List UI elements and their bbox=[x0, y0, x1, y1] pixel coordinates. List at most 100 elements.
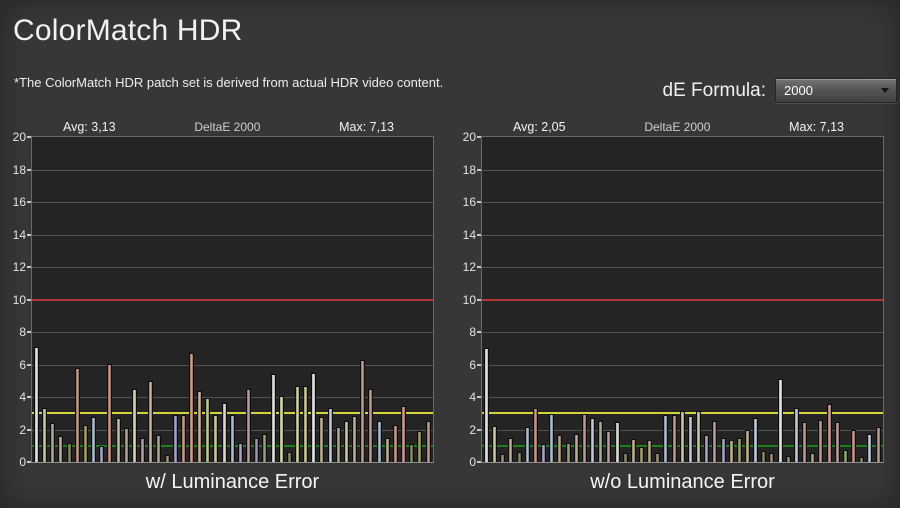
de-formula-label: dE Formula: bbox=[662, 79, 766, 101]
bar bbox=[712, 420, 718, 462]
bar bbox=[311, 372, 317, 462]
gridline bbox=[482, 202, 883, 203]
gridline bbox=[32, 397, 433, 398]
bar bbox=[246, 388, 252, 462]
bar bbox=[237, 442, 243, 462]
chevron-down-icon bbox=[881, 88, 889, 93]
bar bbox=[532, 408, 538, 462]
bar bbox=[99, 445, 105, 462]
y-axis-labels: 0 2 4 6 8 10 12 14 16 18 20 bbox=[453, 130, 481, 469]
y-tick-label: 20 bbox=[463, 130, 481, 144]
bar bbox=[197, 390, 203, 462]
yellow-target-line bbox=[32, 412, 433, 415]
avg-value: Avg: 2,05 bbox=[513, 120, 566, 134]
bar bbox=[565, 442, 571, 462]
y-tick-label: 4 bbox=[19, 390, 31, 404]
bar bbox=[335, 427, 341, 462]
bar bbox=[500, 453, 506, 462]
bar bbox=[303, 386, 309, 462]
avg-value: Avg: 3,13 bbox=[63, 120, 116, 134]
bar bbox=[205, 397, 211, 462]
chart-header: Avg: 2,05 DeltaE 2000 Max: 7,13 bbox=[453, 115, 884, 136]
bar bbox=[270, 374, 276, 462]
bar bbox=[50, 423, 56, 462]
page-subtitle: *The ColorMatch HDR patch set is derived… bbox=[14, 75, 444, 90]
bar bbox=[638, 447, 644, 462]
bar bbox=[524, 426, 530, 462]
y-tick-label: 6 bbox=[19, 358, 31, 372]
bar bbox=[484, 348, 489, 462]
bar bbox=[581, 414, 587, 462]
gridline bbox=[32, 202, 433, 203]
max-value: Max: 7,13 bbox=[789, 120, 844, 134]
gridline bbox=[482, 267, 883, 268]
gridline bbox=[482, 332, 883, 333]
y-tick-label: 14 bbox=[463, 228, 481, 242]
bar bbox=[392, 424, 398, 462]
bar bbox=[156, 435, 162, 462]
bar bbox=[58, 436, 64, 462]
bar bbox=[704, 435, 710, 462]
bar bbox=[492, 426, 498, 462]
x-axis-title: w/ Luminance Error bbox=[145, 471, 320, 493]
bar bbox=[785, 455, 791, 462]
bars-group bbox=[484, 137, 881, 462]
chart-plot bbox=[31, 136, 434, 463]
bar bbox=[286, 452, 292, 462]
y-tick-label: 8 bbox=[469, 325, 481, 339]
bar bbox=[598, 421, 604, 462]
bar bbox=[842, 449, 848, 462]
bar bbox=[818, 419, 824, 462]
bar bbox=[549, 413, 555, 462]
bar bbox=[107, 363, 113, 462]
bar bbox=[851, 429, 857, 462]
de-formula-selected-value: 2000 bbox=[784, 83, 813, 98]
bar bbox=[663, 414, 669, 462]
bar bbox=[810, 453, 816, 462]
bar bbox=[42, 408, 48, 462]
bar bbox=[172, 414, 178, 462]
gridline bbox=[32, 267, 433, 268]
bar bbox=[875, 427, 881, 462]
bar bbox=[123, 427, 129, 462]
bar bbox=[867, 434, 873, 462]
y-tick-label: 0 bbox=[19, 455, 31, 469]
bar bbox=[115, 418, 121, 462]
bar bbox=[606, 431, 612, 462]
y-tick-label: 16 bbox=[13, 195, 31, 209]
chart-body: 0 2 4 6 8 10 12 14 16 18 20 bbox=[453, 130, 884, 469]
y-tick-label: 10 bbox=[13, 293, 31, 307]
bar bbox=[140, 437, 146, 462]
bar bbox=[425, 421, 431, 462]
bar bbox=[573, 434, 579, 462]
y-tick-label: 20 bbox=[13, 130, 31, 144]
bar bbox=[834, 422, 840, 462]
y-tick-label: 10 bbox=[463, 293, 481, 307]
bar bbox=[254, 438, 260, 462]
gridline bbox=[32, 234, 433, 236]
bar bbox=[327, 407, 333, 462]
bar bbox=[614, 422, 620, 462]
bar bbox=[180, 414, 186, 462]
bar bbox=[777, 379, 783, 462]
bar bbox=[655, 453, 661, 462]
bar bbox=[66, 442, 72, 462]
y-tick-label: 14 bbox=[13, 228, 31, 242]
gridline bbox=[482, 169, 883, 171]
bar bbox=[630, 439, 636, 462]
bar bbox=[769, 453, 775, 462]
bar bbox=[671, 414, 677, 462]
de-formula-dropdown[interactable]: 2000 bbox=[775, 78, 897, 103]
bar bbox=[753, 418, 759, 462]
bars-group bbox=[34, 137, 431, 462]
bar bbox=[401, 405, 407, 462]
bar bbox=[221, 402, 227, 462]
bar bbox=[647, 440, 653, 462]
bar bbox=[164, 454, 170, 462]
chart-without-luminance-error: Avg: 2,05 DeltaE 2000 Max: 7,13 0 2 4 6 8 10 1… bbox=[453, 115, 884, 494]
chart-body: 0 2 4 6 8 10 12 14 16 18 20 bbox=[3, 130, 434, 469]
bar bbox=[736, 438, 742, 462]
chart-title: DeltaE 2000 bbox=[644, 120, 711, 134]
bar bbox=[802, 422, 808, 462]
